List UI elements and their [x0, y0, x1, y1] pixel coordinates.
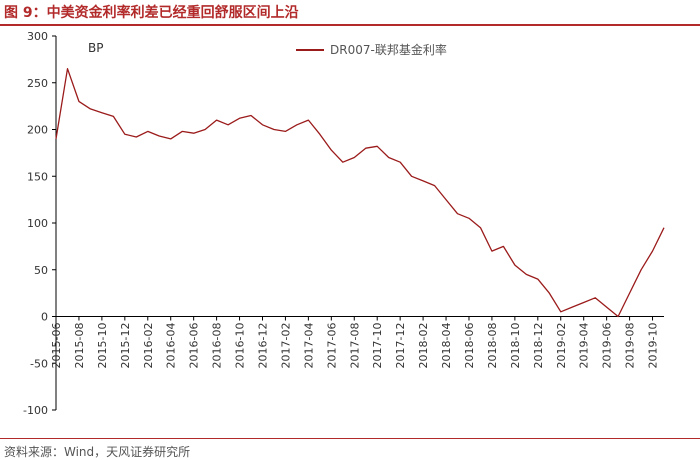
x-tick-label: 2018-06 [463, 323, 476, 369]
title-bar: 图 9：中美资金利率利差已经重回舒服区间上沿 [0, 0, 700, 24]
x-tick-label: 2015-10 [96, 323, 109, 369]
x-tick-label: 2017-04 [302, 323, 315, 369]
x-tick-label: 2019-04 [578, 323, 591, 369]
y-tick-label: 0 [41, 311, 48, 324]
x-tick-label: 2019-08 [624, 323, 637, 369]
chart-title: 图 9：中美资金利率利差已经重回舒服区间上沿 [4, 5, 299, 21]
title-divider [0, 24, 700, 26]
x-tick-label: 2016-12 [256, 323, 269, 369]
legend: DR007-联邦基金利率 [296, 42, 447, 57]
x-tick-label: 2018-12 [532, 323, 545, 369]
x-tick-label: 2019-10 [647, 323, 660, 369]
x-tick-label: 2016-10 [234, 323, 247, 369]
x-tick-label: 2019-06 [601, 323, 614, 369]
x-tick-label: 2018-08 [486, 323, 499, 369]
x-axis: 2015-06 2015-08 2015-10 2015-12 2016-02 2016-… [50, 316, 664, 369]
series-line [55, 68, 665, 318]
x-tick-label: 2018-10 [509, 323, 522, 369]
x-tick-label: 2017-06 [325, 323, 338, 369]
y-tick-label: 300 [27, 30, 48, 43]
x-tick-label: 2017-08 [348, 323, 361, 369]
legend-label: DR007-联邦基金利率 [330, 42, 447, 57]
y-tick-label: 200 [27, 124, 48, 137]
x-tick-label: 2016-02 [142, 323, 155, 369]
source-note: 资料来源：Wind，天风证券研究所 [4, 445, 191, 459]
x-tick-label: 2015-08 [73, 323, 86, 369]
x-tick-label: 2018-02 [417, 323, 430, 369]
chart-area: -100 -50 0 50 100 150 200 250 300 2015-06 2015-08… [23, 30, 665, 417]
x-tick-label: 2017-02 [279, 323, 292, 369]
x-tick-label: 2017-10 [371, 323, 384, 369]
y-tick-label: 100 [27, 217, 48, 230]
y-tick-label: -50 [30, 357, 48, 370]
x-tick-label: 2018-04 [440, 323, 453, 369]
y-axis: -100 -50 0 50 100 150 200 250 300 [23, 30, 57, 417]
y-tick-label: -100 [23, 404, 48, 417]
unit-label: BP [88, 41, 103, 55]
y-tick-label: 50 [34, 264, 48, 277]
x-tick-label: 2015-06 [50, 323, 63, 369]
y-tick-label: 150 [27, 170, 48, 183]
x-tick-label: 2016-06 [188, 323, 201, 369]
footer-divider [0, 438, 700, 439]
y-tick-label: 250 [27, 77, 48, 90]
x-tick-label: 2016-08 [211, 323, 224, 369]
x-tick-label: 2017-12 [394, 323, 407, 369]
x-tick-label: 2019-02 [555, 323, 568, 369]
x-tick-label: 2016-04 [165, 323, 178, 369]
x-tick-label: 2015-12 [119, 323, 132, 369]
